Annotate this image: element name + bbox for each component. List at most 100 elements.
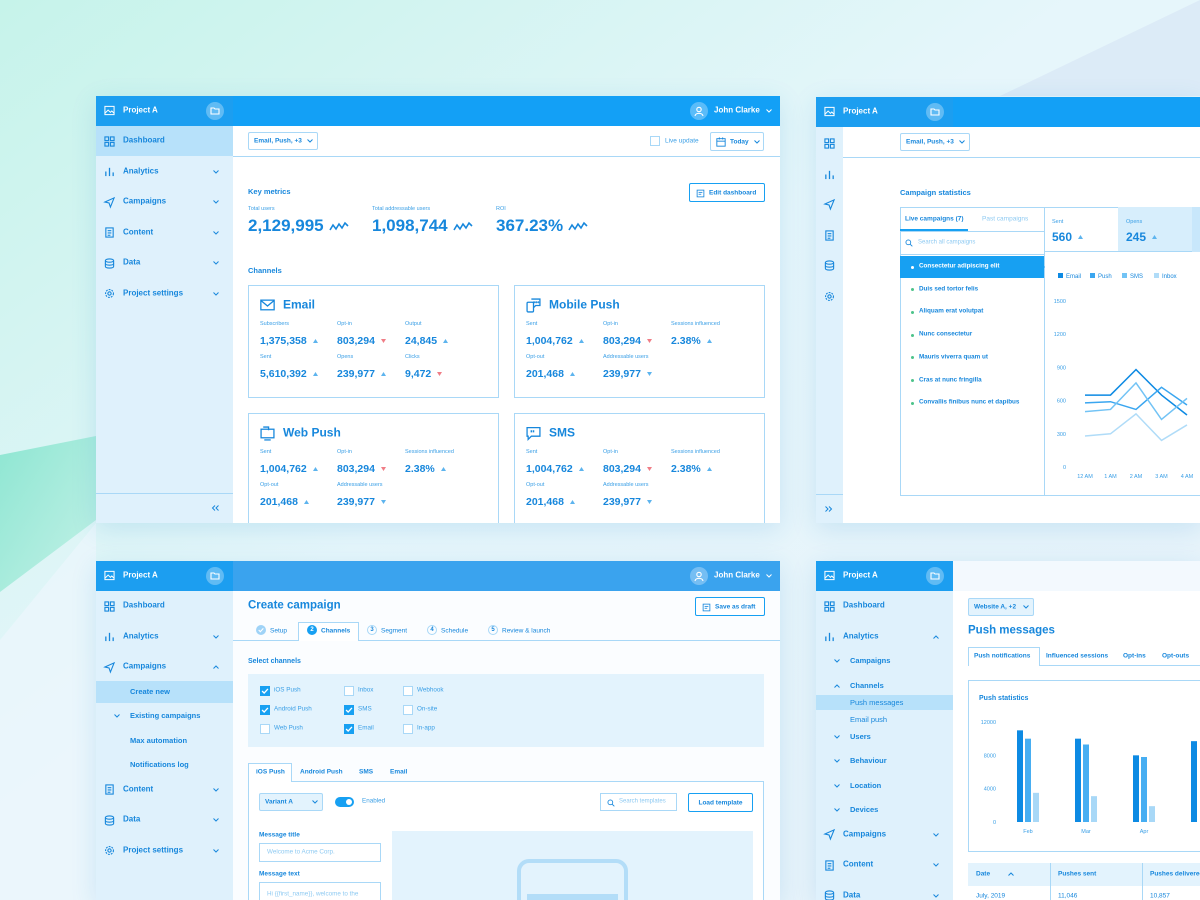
sidebar (96, 96, 233, 523)
rect-part (824, 600, 830, 606)
dropdown-label: Email, Push, +3 (254, 137, 302, 145)
polyline-part (215, 505, 219, 511)
rect-part (829, 138, 835, 144)
folder-button (206, 102, 224, 120)
icon (824, 260, 835, 271)
chevron (213, 200, 219, 204)
stat-value-row: 803,294 (337, 463, 386, 475)
circle-part (696, 571, 702, 578)
chevron (213, 665, 219, 669)
rect-part (109, 141, 115, 147)
g-part (824, 260, 835, 271)
polyline-part (452, 221, 473, 230)
circle-part (535, 301, 538, 304)
checkbox (260, 705, 270, 715)
nav-subitem: Existing campaigns (130, 710, 201, 720)
chevron (213, 818, 219, 822)
checkbox (403, 705, 413, 715)
logo (824, 570, 835, 581)
g-part (105, 846, 114, 855)
circle-part (696, 106, 702, 113)
trend-arrow (706, 467, 712, 471)
rect-part (105, 227, 114, 238)
nav-item: Data (843, 890, 861, 900)
page-title: Push messages (968, 624, 1055, 637)
nav-item: Dashboard (843, 600, 885, 610)
stat-label: Opt-in (337, 448, 352, 455)
nav-item: Dashboard (123, 135, 165, 145)
stat-value-row: 2.38% (671, 463, 712, 475)
chevron (1023, 605, 1029, 609)
stat-value: 803,294 (603, 335, 641, 347)
trend-arrow (437, 372, 443, 376)
polyline-part (211, 505, 216, 511)
path-part (694, 112, 704, 117)
chart-card (968, 680, 1200, 852)
path-part (824, 262, 835, 271)
section-title: Campaign statistics (900, 187, 971, 197)
icon (103, 661, 116, 674)
top-bar (953, 561, 1200, 591)
ellipse-part (104, 257, 115, 263)
polyline-part (312, 800, 318, 804)
ellipse-part (824, 260, 835, 265)
table-cell: 11,046 (1058, 892, 1078, 900)
polyline-part (834, 659, 840, 663)
avatar (690, 567, 708, 585)
rect-part (829, 143, 835, 149)
icon (825, 859, 834, 871)
top-bar (233, 96, 780, 126)
g-part (105, 289, 114, 298)
chevron (834, 734, 840, 739)
step-circle: 3 (367, 625, 377, 635)
polygon-part (1152, 235, 1158, 239)
search-icon (905, 239, 913, 247)
channel-name: Mobile Push (549, 297, 620, 312)
icon (105, 846, 114, 855)
trend-arrow (312, 467, 318, 471)
stat-value: 239,977 (603, 368, 641, 380)
chevron (213, 261, 219, 265)
nav-subitem: Users (850, 731, 871, 741)
rect-part (526, 301, 535, 313)
g-part (260, 426, 275, 441)
rect-part (105, 784, 114, 795)
path-part (823, 828, 836, 841)
phone-outline (517, 859, 628, 900)
polyline-part (213, 261, 219, 265)
checkbox (403, 724, 413, 734)
icon (824, 600, 835, 612)
polyline-part (825, 506, 829, 512)
search-placeholder: Search all campaigns (918, 239, 976, 246)
circle-part (105, 289, 114, 298)
path-part (210, 107, 220, 115)
metric-value: 367.23% (496, 216, 564, 235)
expand-icon (825, 506, 833, 512)
icon (696, 189, 705, 197)
table-cell: 10,857 (1150, 892, 1170, 900)
folder-button (206, 567, 224, 585)
polyline-part (345, 707, 353, 714)
trend-arrow (646, 339, 652, 343)
trend-arrow (646, 467, 652, 471)
circle-part (107, 848, 112, 853)
button-label: Load template (698, 798, 743, 806)
g-part (824, 890, 835, 900)
rect-part (104, 600, 110, 606)
stat-value: 24,845 (405, 335, 438, 347)
rect-part (104, 606, 110, 612)
polyline-part (213, 291, 219, 296)
polyline-part (213, 230, 219, 235)
campaign-item: Mauris viverra quam ut (919, 353, 988, 361)
project-name: Project A (843, 106, 878, 116)
metric-label: Total addressable users (372, 205, 431, 212)
rect-part (109, 600, 115, 606)
trend-arrow (303, 500, 309, 504)
background-shape (0, 436, 96, 592)
chevron (307, 139, 313, 143)
checkbox (260, 686, 270, 696)
polyline-part (345, 726, 353, 733)
chevron (834, 659, 840, 663)
rect-part (260, 299, 275, 311)
folder-button (926, 103, 944, 121)
